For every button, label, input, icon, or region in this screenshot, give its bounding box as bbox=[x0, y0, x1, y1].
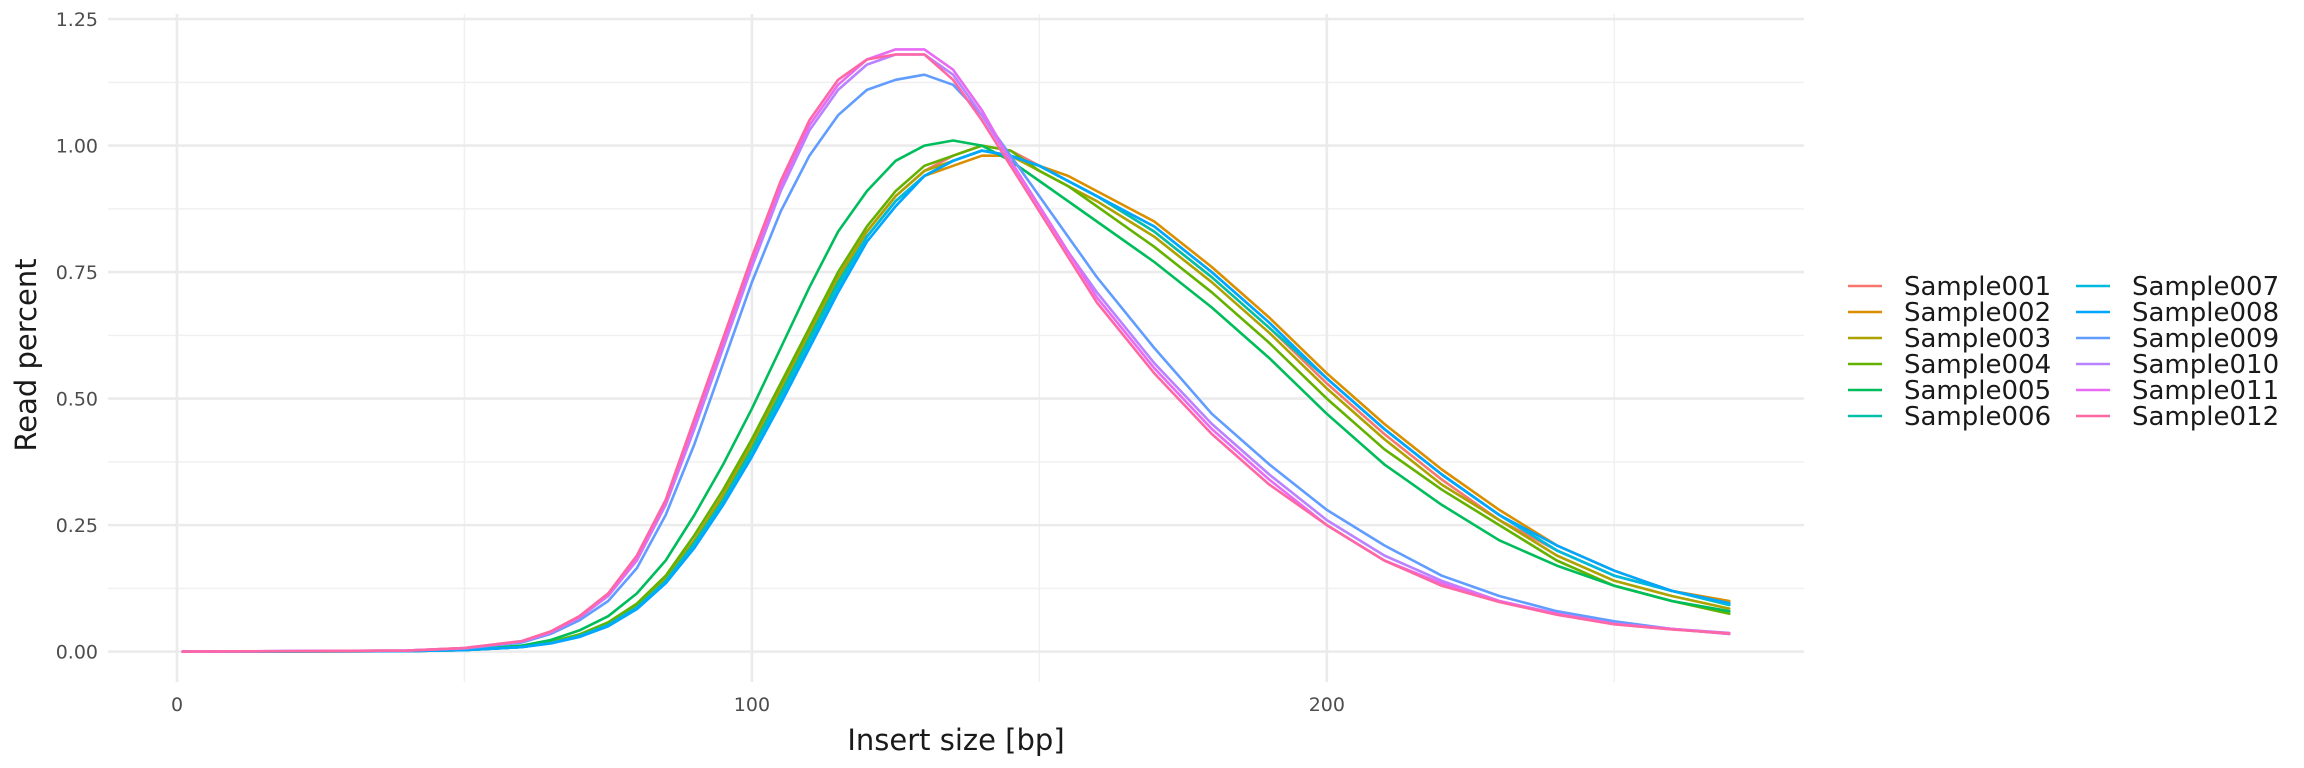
legend-label: Sample006 bbox=[1904, 402, 2051, 432]
legend-label: Sample010 bbox=[2132, 350, 2279, 380]
series-line-sample004 bbox=[181, 144, 1731, 653]
x-tick-label: 0 bbox=[171, 694, 183, 716]
x-axis-tick-labels: 0 100 200 bbox=[171, 694, 1345, 716]
legend-item-sample007: Sample007 bbox=[2076, 272, 2279, 302]
series-line-sample008 bbox=[181, 149, 1731, 653]
legend-item-sample001: Sample001 bbox=[1848, 272, 2051, 302]
legend-item-sample002: Sample002 bbox=[1848, 298, 2051, 328]
legend-item-sample006: Sample006 bbox=[1848, 402, 2051, 432]
legend-item-sample004: Sample004 bbox=[1848, 350, 2051, 380]
legend-item-sample010: Sample010 bbox=[2076, 350, 2279, 380]
x-tick-label: 200 bbox=[1309, 694, 1345, 716]
series-line-sample006 bbox=[181, 149, 1731, 653]
series-lines bbox=[181, 48, 1731, 653]
legend-item-sample003: Sample003 bbox=[1848, 324, 2051, 354]
legend: Sample001Sample002Sample003Sample004Samp… bbox=[1848, 272, 2279, 432]
legend-item-sample011: Sample011 bbox=[2076, 376, 2279, 406]
legend-label: Sample007 bbox=[2132, 272, 2279, 302]
y-tick-label: 0.75 bbox=[56, 262, 98, 284]
series-line-sample012 bbox=[181, 53, 1731, 653]
y-axis-tick-labels: 0.00 0.25 0.50 0.75 1.00 1.25 bbox=[56, 9, 98, 664]
series-line-sample010 bbox=[181, 53, 1731, 653]
grid-lines bbox=[108, 14, 1804, 682]
legend-item-sample009: Sample009 bbox=[2076, 324, 2279, 354]
legend-label: Sample003 bbox=[1904, 324, 2051, 354]
y-tick-label: 0.00 bbox=[56, 642, 98, 664]
series-line-sample009 bbox=[181, 73, 1731, 653]
legend-label: Sample005 bbox=[1904, 376, 2051, 406]
legend-label: Sample001 bbox=[1904, 272, 2051, 302]
y-axis-title: Read percent bbox=[9, 258, 43, 451]
y-tick-label: 0.50 bbox=[56, 389, 98, 411]
legend-item-sample008: Sample008 bbox=[2076, 298, 2279, 328]
series-line-sample007 bbox=[181, 149, 1731, 653]
series-line-sample002 bbox=[181, 154, 1731, 653]
legend-label: Sample012 bbox=[2132, 402, 2279, 432]
y-tick-label: 0.25 bbox=[56, 515, 98, 537]
legend-label: Sample011 bbox=[2132, 376, 2279, 406]
y-tick-label: 1.00 bbox=[56, 136, 98, 158]
series-line-sample003 bbox=[181, 149, 1731, 653]
legend-item-sample005: Sample005 bbox=[1848, 376, 2051, 406]
legend-label: Sample002 bbox=[1904, 298, 2051, 328]
x-axis-title: Insert size [bp] bbox=[847, 723, 1064, 757]
legend-label: Sample004 bbox=[1904, 350, 2051, 380]
x-tick-label: 100 bbox=[734, 694, 770, 716]
legend-label: Sample009 bbox=[2132, 324, 2279, 354]
legend-label: Sample008 bbox=[2132, 298, 2279, 328]
y-tick-label: 1.25 bbox=[56, 9, 98, 31]
legend-item-sample012: Sample012 bbox=[2076, 402, 2279, 432]
series-line-sample005 bbox=[181, 139, 1731, 653]
